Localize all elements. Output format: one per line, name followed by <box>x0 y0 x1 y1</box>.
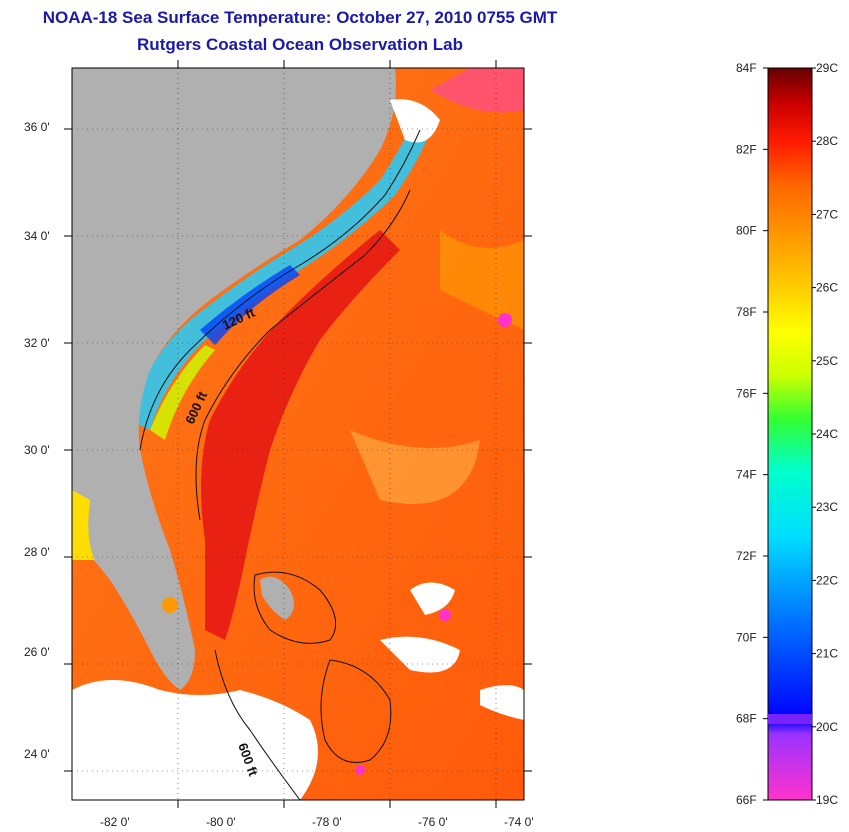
lon-label-80: -80 0' <box>206 815 236 829</box>
colorbar-f-label: 72F <box>736 549 757 563</box>
lat-label-36: 36 0' <box>24 120 50 134</box>
lon-label-82: -82 0' <box>100 815 130 829</box>
land-mainland <box>72 68 396 690</box>
colorbar-f-label: 78F <box>736 305 757 319</box>
map-frame <box>71 67 525 801</box>
colorbar-f-label: 66F <box>736 793 757 807</box>
colorbar-c-label: 25C <box>816 354 838 368</box>
colorbar-c-label: 21C <box>816 647 838 661</box>
graticule <box>72 68 524 800</box>
lon-labels: -82 0' -80 0' -78 0' -76 0' -74 0' <box>100 815 534 829</box>
map-image <box>72 68 524 800</box>
lat-label-30: 30 0' <box>24 443 50 457</box>
axis-ticks <box>64 60 532 808</box>
lat-label-24: 24 0' <box>24 747 50 761</box>
colorbar-gradient <box>767 67 813 801</box>
lon-label-74: -74 0' <box>504 815 534 829</box>
land-bahamas <box>260 576 294 620</box>
clouds-south <box>72 680 318 800</box>
lat-label-32: 32 0' <box>24 336 50 350</box>
colorbar-c-label: 28C <box>816 134 838 148</box>
colorbar-f-label: 82F <box>736 142 757 156</box>
lat-labels: 24 0' 26 0' 28 0' 30 0' 32 0' 34 0' 36 0… <box>24 120 50 761</box>
colorbar-f-label: 74F <box>736 468 757 482</box>
map-title: NOAA-18 Sea Surface Temperature: October… <box>42 8 558 27</box>
colorbar-f-label: 84F <box>736 61 757 75</box>
gulf-stream <box>201 230 400 640</box>
contour-600ft <box>195 189 411 521</box>
colorbar-c-label: 22C <box>816 573 838 587</box>
colorbar-f-label: 68F <box>736 712 757 726</box>
colorbar-c-label: 26C <box>816 281 838 295</box>
lon-label-78: -78 0' <box>312 815 342 829</box>
lon-label-76: -76 0' <box>418 815 448 829</box>
colorbar: 84F 82F 80F 78F 76F 74F 72F 70F 68F 66F 29C 28C 27C… <box>736 61 838 807</box>
map-subtitle: Rutgers Coastal Ocean Observation Lab <box>137 35 463 54</box>
colorbar-f-label: 70F <box>736 630 757 644</box>
colorbar-c-label: 20C <box>816 720 838 734</box>
colorbar-c-label: 27C <box>816 207 838 221</box>
colorbar-celsius-labels: 29C 28C 27C 26C 25C 24C 23C 22C 21C 20C 19C <box>812 61 838 807</box>
colorbar-fahrenheit-labels: 84F 82F 80F 78F 76F 74F 72F 70F 68F 66F <box>736 61 768 807</box>
contour-120ft <box>139 129 421 451</box>
colorbar-c-label: 29C <box>816 61 838 75</box>
lat-label-28: 28 0' <box>24 545 50 559</box>
colorbar-c-label: 24C <box>816 427 838 441</box>
lat-label-26: 26 0' <box>24 645 50 659</box>
colorbar-c-label: 23C <box>816 500 838 514</box>
colorbar-f-label: 80F <box>736 224 757 238</box>
colorbar-c-label: 19C <box>816 793 838 807</box>
lat-label-34: 34 0' <box>24 229 50 243</box>
colorbar-f-label: 76F <box>736 386 757 400</box>
